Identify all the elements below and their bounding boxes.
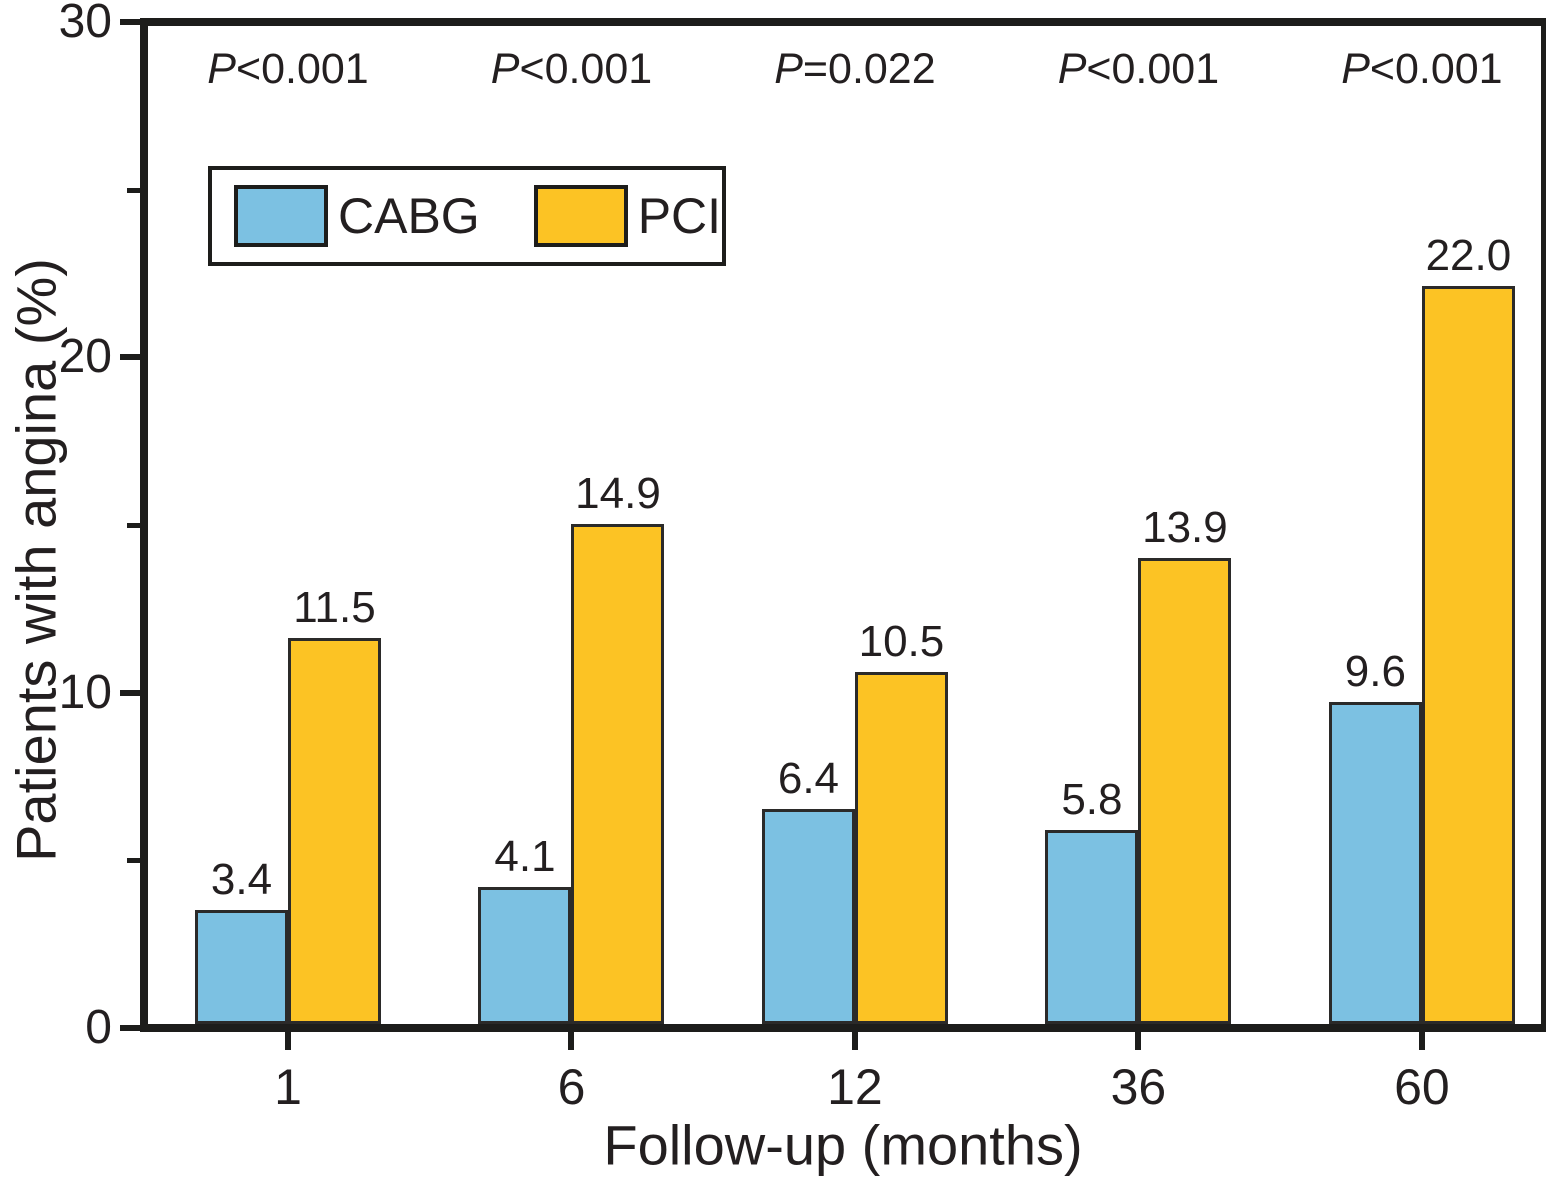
bar-value-label-pci-36mo: 13.9 [1142, 502, 1228, 552]
y-axis-tick-label: 30 [58, 0, 112, 48]
y-axis-minor-tick [127, 187, 140, 193]
y-axis-tick-label: 0 [85, 1001, 112, 1054]
y-axis-major-tick [120, 1025, 140, 1031]
plot-area: 3.4 11.5 4.1 14.9 6.4 10.5 5.8 13.9 9.6 22.0 P<0.… [140, 18, 1546, 1032]
bar-value-label-cabg-1mo: 3.4 [210, 855, 273, 904]
x-axis-tick [284, 1032, 291, 1050]
x-axis-tick [851, 1032, 858, 1050]
legend-swatch-cabg [234, 185, 328, 247]
x-axis-tick-label: 1 [274, 1059, 302, 1115]
bar-value-label-pci-1mo: 11.5 [293, 583, 376, 633]
bar-pci-6mo [571, 524, 665, 1024]
y-axis-tick-label: 20 [58, 330, 112, 384]
y-axis-major-tick [120, 19, 140, 25]
y-axis-major-tick [120, 354, 140, 361]
y-axis-tick-label: 10 [58, 665, 112, 719]
x-axis-tick-label: 60 [1394, 1059, 1450, 1115]
x-axis-tick-label: 36 [1110, 1059, 1167, 1115]
x-axis-tick [1418, 1032, 1425, 1050]
p-values-layer: P<0.001 P<0.001 P=0.022 P<0.001 P<0.001 [148, 26, 1541, 1024]
bars-layer: 3.4 11.5 4.1 14.9 6.4 10.5 5.8 13.9 9.6 22.0 [148, 26, 1541, 1024]
legend: CABG PCI [208, 166, 726, 266]
p-value-label: P<0.001 [1341, 45, 1503, 93]
legend-label-cabg: CABG [338, 188, 480, 244]
bar-value-label-pci-60mo: 22.0 [1425, 231, 1512, 281]
y-axis-minor-tick [127, 523, 140, 528]
bar-value-label-cabg-36mo: 5.8 [1061, 774, 1123, 824]
bar-value-label-cabg-60mo: 9.6 [1344, 647, 1406, 697]
x-axis-tick [568, 1032, 575, 1050]
bar-cabg-6mo [478, 886, 572, 1024]
y-axis-major-tick [120, 689, 140, 696]
p-value-label: P=0.022 [774, 45, 936, 93]
legend-label-pci: PCI [637, 188, 722, 244]
p-value-label: P<0.001 [1057, 45, 1220, 93]
x-axis-tick-label: 6 [557, 1059, 586, 1115]
bar-value-label-pci-12mo: 10.5 [858, 616, 945, 666]
bar-cabg-36mo [1045, 829, 1139, 1024]
bar-pci-36mo [1138, 557, 1232, 1024]
bar-cabg-12mo [761, 809, 855, 1024]
y-axis-minor-tick [127, 858, 140, 864]
bar-pci-1mo [287, 638, 381, 1024]
x-axis-title: Follow-up (months) [603, 1113, 1083, 1177]
p-value-label: P<0.001 [490, 45, 653, 93]
bar-pci-12mo [854, 671, 948, 1024]
bar-cabg-60mo [1328, 702, 1422, 1024]
bar-value-label-pci-6mo: 14.9 [575, 469, 661, 519]
bar-cabg-1mo [194, 910, 288, 1024]
bar-value-label-cabg-6mo: 4.1 [494, 831, 556, 881]
bar-value-label-cabg-12mo: 6.4 [777, 754, 840, 804]
bar-pci-60mo [1421, 286, 1515, 1024]
x-axis-tick [1135, 1032, 1142, 1050]
legend-swatch-pci [533, 185, 628, 247]
x-axis-tick-label: 12 [827, 1059, 883, 1115]
p-value-label: P<0.001 [207, 45, 369, 93]
